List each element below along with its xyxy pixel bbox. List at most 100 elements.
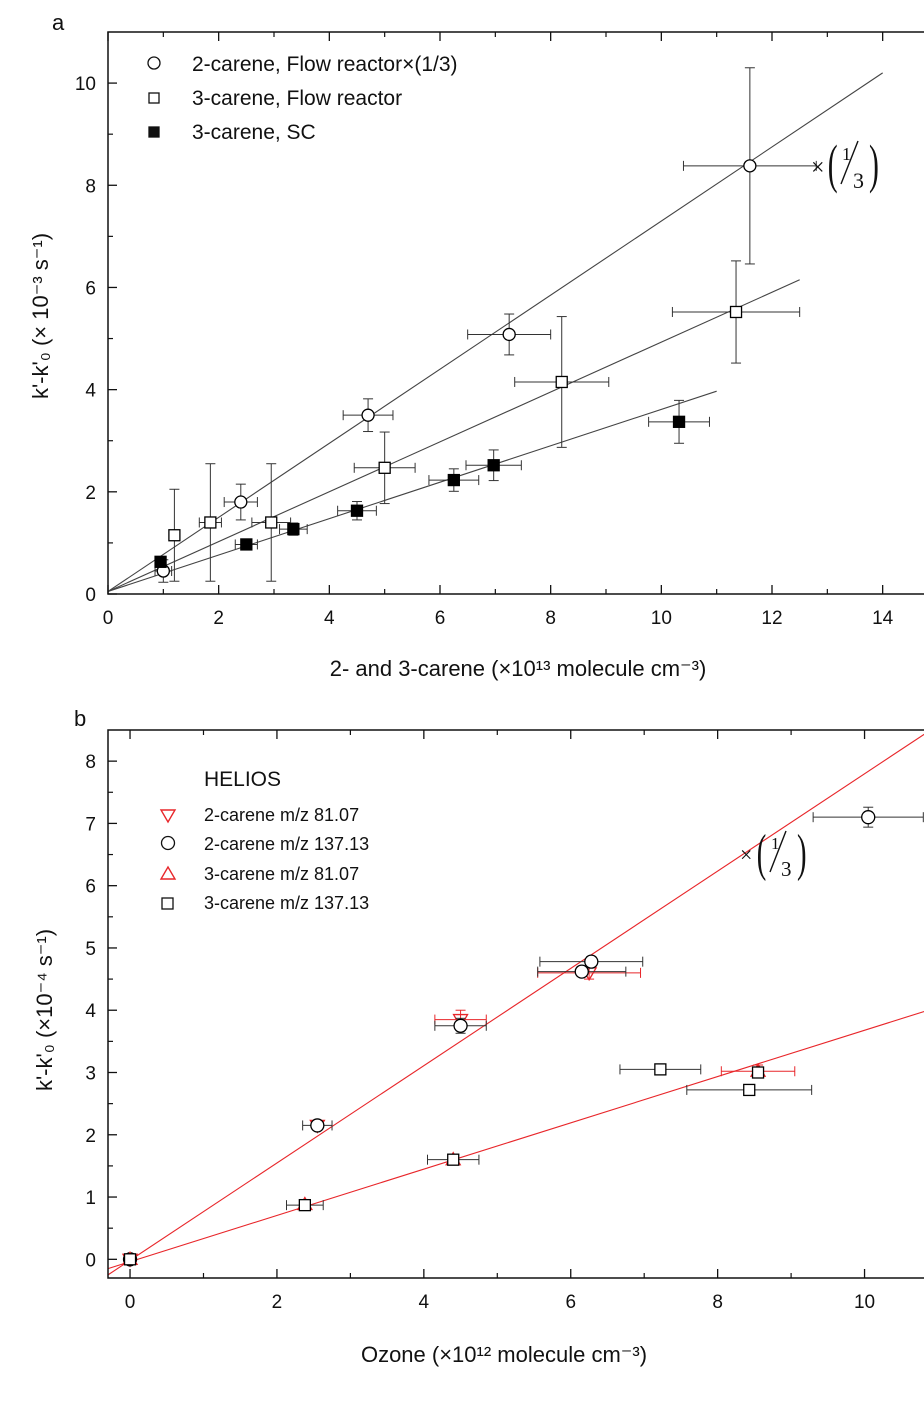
square-marker [743, 1083, 756, 1097]
fraction-slash [840, 140, 859, 185]
circle-marker [234, 495, 248, 509]
legend-marker-3carene-81 [159, 865, 177, 880]
legend-marker-3carene-137 [161, 897, 174, 910]
data-point [279, 522, 308, 536]
x-tick-label: 0 [103, 608, 114, 629]
legend-label-2carene-137: 2-carene m/z 137.13 [204, 834, 369, 854]
left-paren-b: ( [757, 825, 767, 882]
panel-b-x-axis-label: Ozone (×10¹² molecule cm⁻³) [361, 1342, 647, 1367]
x-tick-label: 14 [872, 608, 894, 629]
y-tick-label: 5 [85, 939, 96, 960]
legend-marker-2carene-137 [160, 835, 176, 851]
legend-marker-3carene-sc [148, 126, 160, 138]
y-tick-label: 8 [85, 752, 96, 773]
panel-a-frame [107, 31, 924, 595]
data-point [154, 555, 167, 568]
right-paren: ) [869, 135, 879, 194]
panel-b-points [121, 806, 924, 1268]
y-tick-label: 0 [85, 1250, 96, 1271]
panel-a-legend: 2-carene, Flow reactor×(1/3) 3-carene, F… [147, 53, 458, 144]
panel-b-y-axis-label: k'-k'₀ (×10⁻⁴ s⁻¹) [32, 929, 57, 1091]
data-point [465, 449, 522, 482]
fit-line [107, 279, 800, 592]
filled-square-marker [350, 504, 364, 517]
data-point [251, 463, 292, 582]
data-point [751, 1066, 765, 1079]
data-point [434, 1017, 487, 1034]
square-marker [447, 1153, 460, 1166]
legend-label-3carene-sc: 3-carene, SC [192, 121, 316, 144]
chart-panel-b: b 0 2 4 6 8 10 0 1 2 3 4 5 6 7 8 HELIOS 2-carene m/z 8… [32, 706, 924, 1367]
legend-label-2carene-flow: 2-carene, Flow reactor×(1/3) [192, 53, 458, 76]
data-point [123, 1253, 137, 1266]
data-point [234, 538, 258, 551]
square-marker [751, 1066, 765, 1079]
y-tick-label: 4 [85, 1001, 96, 1022]
data-point [648, 399, 710, 444]
panel-b-fit-lines [107, 733, 924, 1276]
data-point [428, 468, 480, 492]
data-point [342, 398, 394, 433]
x-tick-label: 4 [419, 1292, 430, 1313]
legend-label-3carene-flow: 3-carene, Flow reactor [192, 87, 402, 110]
data-point [285, 1198, 324, 1212]
filled-square-marker [154, 555, 167, 568]
legend-marker-2carene-81 [159, 809, 177, 824]
legend-label-2carene-81: 2-carene m/z 81.07 [204, 805, 359, 825]
y-tick-label: 3 [85, 1064, 96, 1085]
y-tick-label: 6 [85, 877, 96, 898]
data-point [537, 964, 627, 979]
filled-square-marker [672, 415, 686, 428]
data-point [686, 1083, 813, 1097]
y-tick-label: 2 [85, 1126, 96, 1147]
square-marker [729, 305, 743, 319]
data-point [539, 954, 644, 969]
left-paren: ( [828, 135, 838, 194]
circle-marker [453, 1018, 468, 1033]
fit-line [107, 72, 883, 592]
panel-label-a: a [52, 10, 65, 35]
filled-square-marker [240, 538, 253, 551]
circle-marker [861, 810, 876, 825]
fit-line [107, 1010, 924, 1270]
legend-title-helios: HELIOS [204, 768, 281, 791]
circle-marker [743, 159, 757, 173]
square-marker [298, 1198, 311, 1212]
square-marker [654, 1063, 667, 1076]
fraction-denominator: 3 [853, 168, 864, 193]
x-tick-label: 6 [435, 608, 446, 629]
fraction-slash-b [769, 830, 787, 873]
y-tick-label: 2 [85, 483, 96, 504]
filled-square-marker [487, 459, 500, 472]
y-tick-label: 7 [85, 814, 96, 835]
x-tick-label: 4 [324, 608, 335, 629]
x-tick-label: 12 [761, 608, 782, 629]
y-tick-label: 1 [85, 1188, 96, 1209]
chart-panel-a: a 0 2 4 6 8 10 12 14 0 2 4 6 8 10 2-carene, Flow reac… [28, 10, 924, 681]
filled-square-marker [447, 473, 460, 487]
data-point [168, 488, 181, 582]
data-point [671, 260, 801, 364]
annotation-one-third-a: × ( 1 3 ) [811, 135, 879, 194]
data-point [302, 1118, 333, 1133]
fraction-numerator: 1 [842, 144, 851, 164]
data-point [514, 316, 610, 448]
fit-line [107, 733, 924, 1276]
legend-label-3carene-81: 3-carene m/z 81.07 [204, 864, 359, 884]
panel-a-y-axis-label: k'-k'₀ (× 10⁻³ s⁻¹) [28, 233, 53, 399]
square-marker [555, 375, 568, 389]
panel-a-points [154, 67, 817, 583]
data-point [812, 806, 924, 828]
legend-marker-2carene-flow [147, 56, 161, 70]
circle-marker [310, 1118, 325, 1133]
y-tick-label: 10 [75, 74, 96, 95]
data-point [198, 463, 222, 582]
square-marker [378, 461, 391, 474]
y-tick-label: 6 [85, 278, 96, 299]
x-tick-label: 6 [565, 1292, 576, 1313]
x-tick-label: 8 [712, 1292, 723, 1313]
circle-marker [574, 964, 589, 979]
x-tick-label: 10 [854, 1292, 875, 1313]
x-tick-label: 8 [545, 608, 556, 629]
